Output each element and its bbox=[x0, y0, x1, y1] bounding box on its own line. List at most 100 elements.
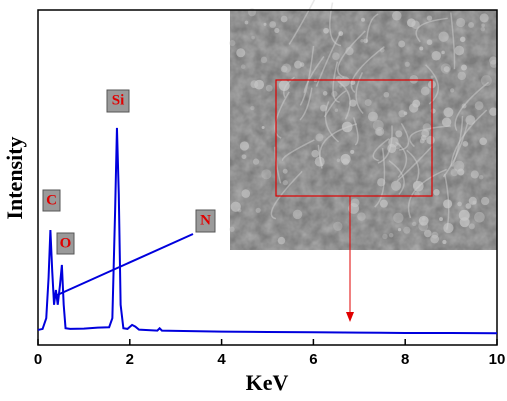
sem-grain bbox=[388, 232, 394, 238]
sem-grain bbox=[372, 119, 384, 131]
sem-grain bbox=[433, 189, 440, 196]
sem-grain bbox=[489, 107, 498, 116]
sem-grain bbox=[412, 221, 417, 227]
sem-fiber bbox=[303, 56, 325, 93]
sem-grain bbox=[468, 196, 477, 205]
sem-grain bbox=[320, 104, 328, 112]
sem-grain bbox=[395, 130, 403, 138]
x-tick-label: 2 bbox=[126, 351, 134, 368]
sem-grain bbox=[489, 56, 498, 65]
sem-grain bbox=[349, 99, 357, 107]
sem-grain bbox=[229, 226, 235, 232]
sem-grain bbox=[263, 22, 267, 26]
sem-fiber bbox=[324, 101, 340, 143]
annotation: C bbox=[46, 192, 57, 208]
sem-grain bbox=[426, 39, 433, 46]
x-tick-label: 4 bbox=[217, 351, 226, 368]
sem-grain bbox=[479, 137, 488, 146]
sem-grain bbox=[481, 23, 485, 28]
sem-grain bbox=[236, 48, 246, 58]
sem-grain bbox=[252, 158, 260, 165]
sem-fiber bbox=[365, 13, 379, 43]
sem-grain bbox=[479, 13, 489, 23]
annotation-box bbox=[195, 209, 216, 233]
sem-grain bbox=[409, 75, 419, 84]
sem-grain bbox=[244, 20, 249, 25]
sem-fiber bbox=[450, 12, 456, 70]
sem-fiber bbox=[329, 2, 342, 47]
sem-grain bbox=[420, 86, 430, 96]
x-tick-label: 8 bbox=[401, 351, 409, 368]
sem-grain bbox=[367, 111, 378, 122]
plot-frame bbox=[37, 9, 498, 346]
sem-fiber bbox=[337, 30, 366, 78]
sem-grain bbox=[470, 170, 479, 179]
sem-grain bbox=[391, 180, 402, 191]
sem-grain bbox=[442, 239, 447, 245]
sem-grain bbox=[376, 128, 383, 136]
sem-grain bbox=[265, 84, 273, 92]
sem-grain bbox=[457, 201, 462, 207]
sem-grain bbox=[360, 39, 364, 43]
sem-grain bbox=[282, 168, 288, 174]
sem-grain bbox=[465, 203, 472, 209]
spectrum-line bbox=[37, 127, 498, 335]
sem-grain bbox=[439, 217, 443, 222]
sem-grain bbox=[478, 174, 484, 180]
annotation: O bbox=[60, 235, 72, 251]
sem-grain bbox=[438, 31, 449, 42]
sem-grain bbox=[458, 209, 470, 221]
sem-grain bbox=[460, 64, 467, 71]
sem-fiber bbox=[451, 115, 464, 167]
sem-grain bbox=[315, 133, 324, 142]
sem-grain bbox=[443, 107, 454, 118]
annotation-box bbox=[56, 232, 75, 255]
sem-grain bbox=[364, 99, 372, 107]
sem-fiber bbox=[415, 17, 448, 43]
sem-grain bbox=[440, 63, 451, 74]
sem-grain bbox=[468, 223, 475, 230]
sem-fiber bbox=[270, 170, 303, 220]
sem-grain bbox=[292, 209, 303, 220]
sem-fiber bbox=[288, 0, 316, 45]
sem-grain bbox=[474, 101, 484, 110]
sem-fiber bbox=[315, 31, 342, 87]
sem-fiber bbox=[444, 173, 450, 230]
sem-fiber bbox=[332, 61, 340, 103]
sem-grain bbox=[230, 201, 241, 212]
annotation-box bbox=[42, 189, 61, 212]
sem-fiber bbox=[350, 46, 385, 93]
sem-grain bbox=[480, 196, 490, 206]
sem-grain bbox=[348, 203, 360, 214]
sem-grain bbox=[398, 110, 406, 118]
sem-fiber bbox=[396, 145, 433, 182]
sem-fiber bbox=[408, 125, 451, 148]
sem-grain bbox=[430, 75, 434, 79]
sem-grain bbox=[336, 158, 341, 162]
sem-grain bbox=[350, 149, 355, 154]
sem-grain bbox=[393, 212, 404, 224]
sem-grain bbox=[333, 221, 343, 232]
sem-grain bbox=[398, 40, 406, 48]
x-axis-label: KeV bbox=[246, 370, 289, 395]
sem-fiber bbox=[399, 123, 410, 151]
annotation: Si bbox=[112, 92, 125, 108]
sem-grain bbox=[453, 160, 465, 172]
sem-grain bbox=[443, 199, 453, 209]
sem-grain bbox=[339, 84, 343, 88]
sem-grain bbox=[323, 27, 329, 34]
annotation: N bbox=[200, 212, 211, 228]
sem-grain bbox=[269, 21, 277, 28]
sem-grain bbox=[404, 61, 410, 67]
sem-grain bbox=[311, 149, 319, 158]
sem-fiber bbox=[337, 80, 351, 120]
sem-grain bbox=[431, 51, 441, 61]
sem-grain bbox=[379, 199, 388, 208]
sem-grain bbox=[239, 141, 250, 151]
sem-grain bbox=[382, 233, 388, 240]
sem-grain bbox=[418, 221, 429, 232]
sem-grain bbox=[250, 80, 259, 89]
sem-grain bbox=[278, 80, 290, 92]
sem-grain bbox=[403, 226, 411, 234]
